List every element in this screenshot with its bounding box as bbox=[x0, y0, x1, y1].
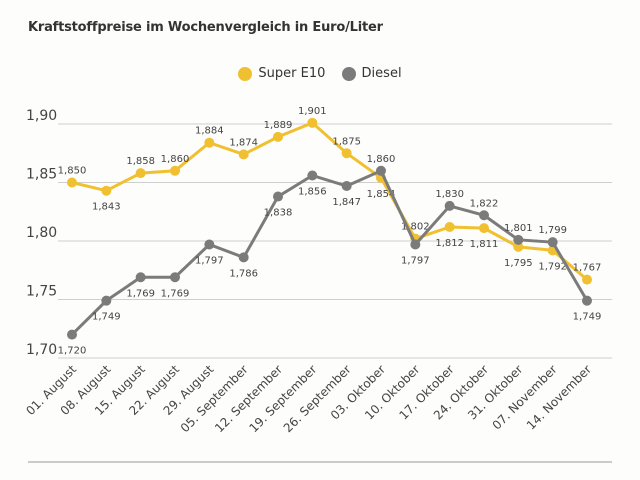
y-tick-label: 1,70 bbox=[26, 342, 57, 358]
data-label-diesel: 1,786 bbox=[229, 268, 258, 279]
data-point-diesel bbox=[273, 191, 283, 202]
legend-item-super-e10: Super E10 bbox=[238, 66, 325, 81]
data-point-diesel bbox=[307, 170, 318, 181]
data-label-super-e10: 1,860 bbox=[161, 154, 190, 165]
data-point-diesel bbox=[444, 200, 455, 211]
data-point-super-e10 bbox=[204, 137, 215, 148]
data-label-super-e10: 1,812 bbox=[435, 238, 464, 249]
data-label-super-e10: 1,850 bbox=[58, 166, 87, 177]
data-label-super-e10: 1,874 bbox=[229, 137, 258, 148]
legend-item-diesel: Diesel bbox=[341, 66, 402, 81]
data-label-diesel: 1,769 bbox=[161, 288, 190, 299]
data-label-diesel: 1,830 bbox=[435, 189, 464, 200]
data-label-super-e10: 1,843 bbox=[92, 202, 121, 213]
data-point-diesel bbox=[479, 210, 489, 221]
data-label-super-e10: 1,884 bbox=[195, 126, 224, 137]
data-point-super-e10 bbox=[238, 149, 249, 160]
data-label-diesel: 1,860 bbox=[367, 154, 396, 165]
data-point-super-e10 bbox=[513, 241, 524, 252]
legend-marker-diesel bbox=[341, 66, 356, 81]
data-label-diesel: 1,847 bbox=[332, 197, 361, 208]
data-point-super-e10 bbox=[341, 148, 352, 159]
data-label-diesel: 1,799 bbox=[538, 225, 567, 236]
data-point-diesel bbox=[513, 234, 524, 245]
data-point-super-e10 bbox=[479, 223, 489, 234]
legend-label-super-e10: Super E10 bbox=[258, 66, 326, 81]
data-label-diesel: 1,769 bbox=[126, 288, 155, 299]
data-point-diesel bbox=[67, 329, 77, 340]
data-point-super-e10 bbox=[170, 165, 180, 176]
data-point-super-e10 bbox=[582, 274, 592, 285]
data-point-diesel bbox=[410, 239, 421, 250]
data-label-super-e10: 1,889 bbox=[264, 120, 293, 131]
chart-title: Kraftstoffpreise im Wochenvergleich in E… bbox=[28, 20, 383, 35]
legend-label-diesel: Diesel bbox=[361, 66, 402, 81]
data-label-diesel: 1,838 bbox=[264, 208, 293, 219]
data-point-diesel bbox=[341, 181, 352, 192]
data-point-diesel bbox=[376, 165, 386, 176]
data-label-diesel: 1,797 bbox=[195, 256, 224, 267]
data-point-super-e10 bbox=[67, 177, 77, 188]
data-point-diesel bbox=[547, 237, 558, 248]
series-line-diesel bbox=[70, 168, 589, 336]
data-point-super-e10 bbox=[307, 117, 318, 128]
series-line-super-e10 bbox=[71, 121, 588, 281]
legend-marker-super-e10 bbox=[238, 66, 253, 81]
data-label-super-e10: 1,854 bbox=[367, 189, 396, 200]
data-label-super-e10: 1,802 bbox=[401, 222, 430, 233]
data-label-super-e10: 1,901 bbox=[298, 106, 327, 117]
data-label-diesel: 1,822 bbox=[470, 198, 499, 209]
data-label-super-e10: 1,858 bbox=[126, 156, 155, 167]
data-point-super-e10 bbox=[135, 168, 146, 179]
y-tick-label: 1,80 bbox=[26, 225, 57, 241]
data-label-super-e10: 1,792 bbox=[538, 261, 567, 272]
data-label-diesel: 1,749 bbox=[573, 312, 602, 323]
data-label-diesel: 1,720 bbox=[58, 346, 87, 357]
data-label-super-e10: 1,767 bbox=[573, 263, 602, 274]
data-label-diesel: 1,749 bbox=[92, 312, 121, 323]
legend: Super E10 Diesel bbox=[0, 66, 640, 85]
data-point-super-e10 bbox=[444, 221, 455, 232]
y-tick-label: 1,90 bbox=[26, 108, 57, 124]
data-point-diesel bbox=[101, 295, 112, 306]
data-label-diesel: 1,856 bbox=[298, 186, 327, 197]
data-point-diesel bbox=[135, 272, 146, 283]
data-point-diesel bbox=[170, 272, 180, 283]
data-point-diesel bbox=[582, 295, 592, 306]
data-point-super-e10 bbox=[101, 185, 112, 196]
y-tick-label: 1,85 bbox=[26, 167, 57, 183]
data-label-diesel: 1,797 bbox=[401, 256, 430, 267]
data-label-super-e10: 1,795 bbox=[504, 258, 533, 269]
data-label-diesel: 1,801 bbox=[504, 223, 533, 234]
data-point-diesel bbox=[238, 252, 249, 263]
data-label-super-e10: 1,811 bbox=[470, 239, 499, 250]
data-label-super-e10: 1,875 bbox=[332, 136, 361, 147]
data-point-diesel bbox=[204, 239, 215, 250]
data-point-super-e10 bbox=[273, 131, 283, 142]
y-tick-label: 1,75 bbox=[26, 284, 57, 300]
